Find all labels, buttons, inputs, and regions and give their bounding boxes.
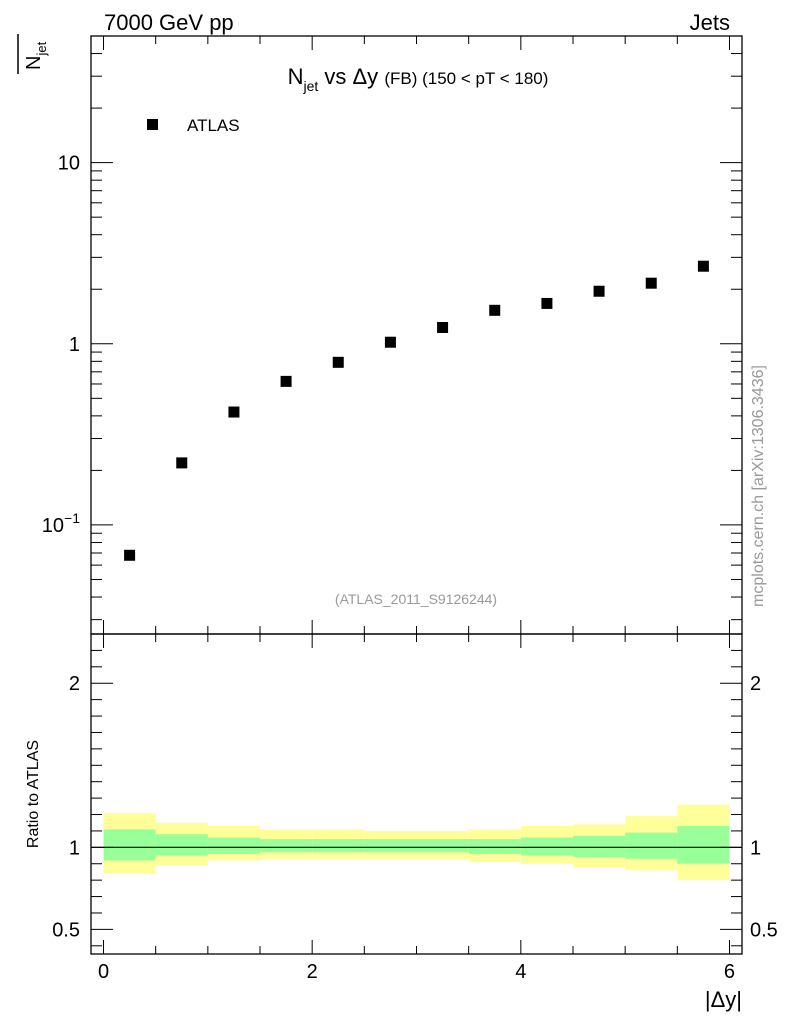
data-point [489, 304, 501, 316]
data-point [124, 549, 136, 561]
ratio-band-stat [260, 839, 313, 853]
header-right-label: Jets [690, 10, 730, 35]
main-y-label-text: Njet [23, 41, 49, 70]
ratio-y-tick-label-right: 2 [750, 673, 761, 695]
data-point [697, 260, 709, 272]
main-y-label: Njet [17, 34, 49, 74]
ratio-y-tick-label-right: 1 [750, 837, 761, 859]
ratio-y-label: Ratio to ATLAS [25, 740, 42, 848]
ratio-bands [103, 804, 730, 881]
main-y-tick-label: 10−1 [42, 510, 80, 537]
main-y-tick-label-exponent: −1 [64, 510, 80, 526]
header-left-label: 7000 GeV pp [104, 10, 234, 35]
title-subscript: jet [302, 78, 318, 94]
ratio-band-stat [312, 839, 365, 853]
ratio-band-stat [677, 826, 730, 864]
ratio-band-stat [155, 834, 208, 856]
data-point [280, 375, 292, 387]
legend: ATLAS [147, 116, 240, 135]
main-y-tick-label: 10 [58, 153, 80, 175]
ratio-band-stat [103, 829, 156, 861]
main-axis-ticks [91, 35, 742, 634]
title-main: N [288, 64, 304, 89]
data-point [593, 285, 605, 297]
x-tick-label: 2 [307, 961, 318, 983]
data-point [645, 277, 657, 289]
x-tick-labels: 0 2 4 6 [98, 961, 735, 983]
main-y-tick-label-base: 10 [42, 515, 64, 537]
data-point [176, 457, 188, 469]
x-axis-label: |Δy| [705, 987, 742, 1012]
ratio-band-stat [364, 839, 417, 853]
y-label-subscript: jet [34, 41, 49, 56]
source-side-label: mcplots.cern.ch [arXiv:1306.3436] [750, 365, 767, 607]
ratio-y-tick-label-left: 1 [69, 837, 80, 859]
x-tick-label: 6 [724, 961, 735, 983]
ratio-band-stat [416, 839, 469, 853]
data-point [332, 356, 344, 368]
ratio-y-tick-labels: 0.5 0.5 1 1 2 2 [52, 673, 778, 941]
ratio-band-stat [207, 837, 261, 854]
legend-label-atlas: ATLAS [187, 116, 240, 135]
ratio-y-tick-label-left: 0.5 [52, 919, 80, 941]
title-tail: (150 < pT < 180) [417, 69, 548, 88]
x-tick-label: 0 [98, 961, 109, 983]
legend-marker-atlas [147, 119, 158, 130]
main-y-tick-label-base: 1 [69, 334, 80, 356]
data-point [228, 406, 240, 418]
data-point [384, 336, 396, 348]
ratio-band-stat [625, 832, 678, 859]
main-y-tick-label-base: 10 [58, 153, 80, 175]
ratio-panel-frame [90, 633, 743, 955]
title-small: (FB) [384, 69, 417, 88]
title-middle: vs Δy [318, 64, 384, 89]
data-points [124, 260, 709, 561]
ratio-band-stat [572, 835, 626, 858]
x-tick-label: 4 [515, 961, 526, 983]
ratio-band-stat [520, 837, 573, 856]
ratio-band-stat [468, 839, 521, 854]
main-y-tick-label: 1 [69, 334, 80, 356]
analysis-watermark: (ATLAS_2011_S9126244) [335, 591, 497, 607]
ratio-y-tick-label-right: 0.5 [750, 919, 778, 941]
data-point [437, 321, 449, 333]
ratio-panel: 0.5 0.5 1 1 2 2 0 2 4 6 Ratio to ATLAS |Δy| [25, 633, 778, 1012]
data-point [541, 297, 553, 309]
ratio-y-tick-label-left: 2 [69, 673, 80, 695]
chart-title: Njet vs Δy (FB) (150 < pT < 180) [288, 64, 549, 94]
ratio-axis-ticks [91, 633, 742, 954]
y-label-main: N [23, 56, 45, 70]
